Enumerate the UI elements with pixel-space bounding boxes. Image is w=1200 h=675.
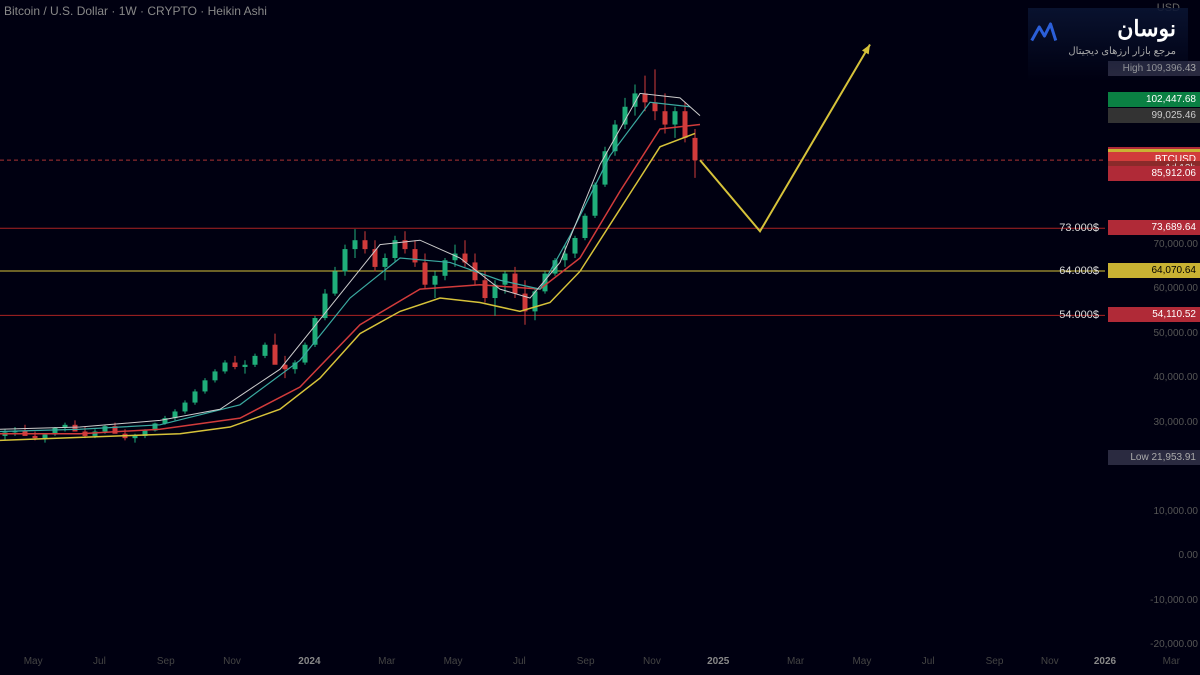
chart-plot-area[interactable]: 73.000$ 64.000$ 54.000$ bbox=[0, 0, 1105, 645]
price-tag: 64,070.64 bbox=[1108, 263, 1200, 278]
y-tick-label: 50,000.00 bbox=[1108, 328, 1198, 339]
price-tag: 85,912.06 bbox=[1108, 166, 1200, 181]
x-tick-label: Jul bbox=[922, 656, 935, 667]
y-tick-label: 30,000.00 bbox=[1108, 417, 1198, 428]
x-tick-label: Sep bbox=[157, 656, 175, 667]
x-tick-label: 2025 bbox=[707, 656, 729, 667]
price-tag: 54,110.52 bbox=[1108, 307, 1200, 322]
y-tick-label: 70,000.00 bbox=[1108, 239, 1198, 250]
x-tick-label: Mar bbox=[378, 656, 395, 667]
price-tag: Low 21,953.91 bbox=[1108, 450, 1200, 465]
x-tick-label: May bbox=[444, 656, 463, 667]
symbol-title: Bitcoin / U.S. Dollar · 1W · CRYPTO · He… bbox=[4, 4, 267, 18]
watermark: نوسان مرجع بازار ارزهای دیجیتال bbox=[1028, 8, 1188, 81]
projection-layer bbox=[0, 0, 1105, 645]
x-tick-label: Nov bbox=[643, 656, 661, 667]
hline-label: 54.000$ bbox=[1059, 309, 1099, 321]
x-tick-label: Jul bbox=[513, 656, 526, 667]
y-tick-label: 40,000.00 bbox=[1108, 372, 1198, 383]
x-tick-label: Sep bbox=[577, 656, 595, 667]
x-tick-label: Jul bbox=[93, 656, 106, 667]
price-axis[interactable]: -20,000.00-10,000.000.0010,000.0030,000.… bbox=[1105, 0, 1200, 645]
chart-container: Bitcoin / U.S. Dollar · 1W · CRYPTO · He… bbox=[0, 0, 1200, 675]
x-tick-label: May bbox=[24, 656, 43, 667]
brand-name: نوسان bbox=[1068, 16, 1176, 42]
hline-label: 64.000$ bbox=[1059, 265, 1099, 277]
y-tick-label: -20,000.00 bbox=[1108, 639, 1198, 650]
price-tag: 73,689.64 bbox=[1108, 220, 1200, 235]
brand-logo-icon bbox=[1028, 18, 1058, 48]
price-tag: 102,447.68 bbox=[1108, 92, 1200, 107]
x-tick-label: Nov bbox=[1041, 656, 1059, 667]
x-tick-label: Sep bbox=[986, 656, 1004, 667]
x-tick-label: Mar bbox=[787, 656, 804, 667]
y-tick-label: 60,000.00 bbox=[1108, 283, 1198, 294]
x-tick-label: Nov bbox=[223, 656, 241, 667]
x-tick-label: 2024 bbox=[298, 656, 320, 667]
price-tag: 99,025.46 bbox=[1108, 108, 1200, 123]
x-tick-label: Mar bbox=[1163, 656, 1180, 667]
x-tick-label: May bbox=[852, 656, 871, 667]
hline-label: 73.000$ bbox=[1059, 222, 1099, 234]
y-tick-label: 10,000.00 bbox=[1108, 506, 1198, 517]
y-tick-label: 0.00 bbox=[1108, 550, 1198, 561]
y-tick-label: -10,000.00 bbox=[1108, 595, 1198, 606]
time-axis[interactable]: May Jul Sep Nov 2024 Mar May Jul Sep Nov 2025 Mar Ma… bbox=[0, 645, 1105, 675]
x-tick-label: 2026 bbox=[1094, 656, 1116, 667]
brand-subtitle: مرجع بازار ارزهای دیجیتال bbox=[1068, 46, 1176, 57]
